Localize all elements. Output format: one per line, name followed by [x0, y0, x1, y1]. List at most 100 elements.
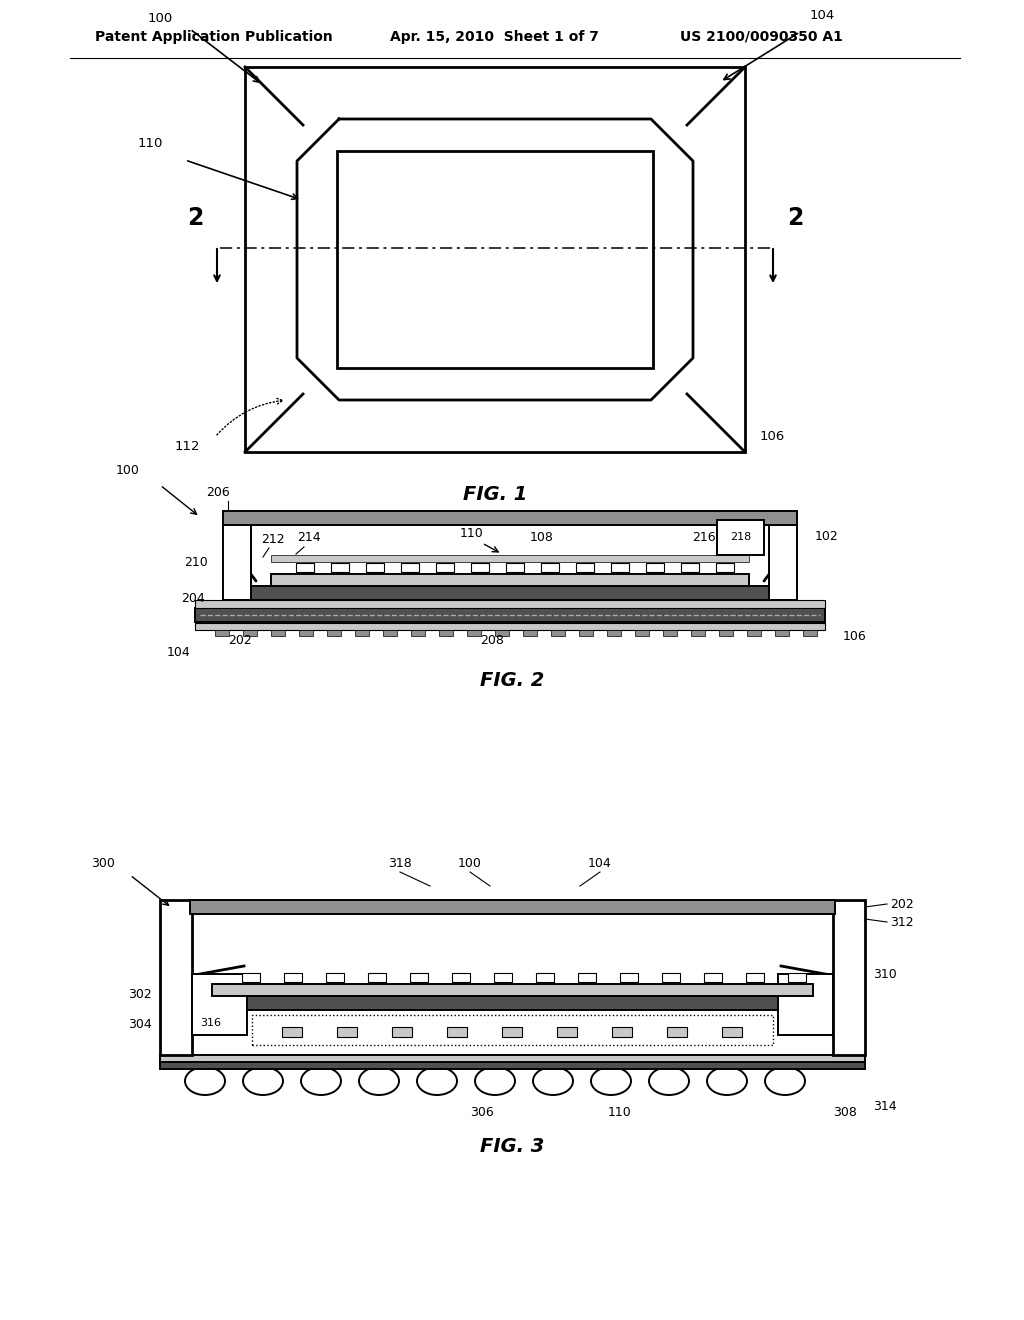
- Bar: [251, 586, 769, 601]
- Bar: [160, 900, 193, 1055]
- Bar: [523, 630, 537, 636]
- Bar: [190, 900, 835, 913]
- Bar: [541, 564, 559, 572]
- Text: 300: 300: [91, 857, 115, 870]
- Bar: [635, 630, 649, 636]
- Bar: [252, 1015, 773, 1045]
- Bar: [271, 574, 749, 586]
- Text: 314: 314: [873, 1101, 897, 1114]
- Bar: [366, 564, 384, 572]
- Text: 308: 308: [834, 1106, 857, 1119]
- Bar: [439, 630, 453, 636]
- Bar: [494, 973, 512, 982]
- Bar: [195, 601, 825, 609]
- Bar: [447, 1027, 467, 1038]
- Bar: [282, 1027, 302, 1038]
- Text: 310: 310: [873, 969, 897, 982]
- Bar: [436, 564, 454, 572]
- Text: FIG. 1: FIG. 1: [463, 484, 527, 503]
- Ellipse shape: [649, 1067, 689, 1096]
- Bar: [337, 1027, 357, 1038]
- Text: 306: 306: [470, 1106, 494, 1119]
- Bar: [719, 630, 733, 636]
- Text: 110: 110: [460, 527, 484, 540]
- Text: 110: 110: [137, 137, 163, 150]
- Bar: [368, 973, 386, 982]
- Bar: [611, 564, 629, 572]
- Ellipse shape: [417, 1067, 457, 1096]
- Text: 112: 112: [174, 441, 200, 454]
- Bar: [223, 511, 797, 525]
- Bar: [337, 150, 653, 368]
- Bar: [355, 630, 369, 636]
- Bar: [245, 67, 745, 451]
- Text: 318: 318: [388, 857, 412, 870]
- Bar: [578, 973, 596, 982]
- Text: 202: 202: [228, 634, 252, 647]
- Bar: [197, 997, 828, 1010]
- Text: 316: 316: [200, 1018, 221, 1028]
- Bar: [296, 564, 314, 572]
- Text: 212: 212: [261, 533, 285, 546]
- Bar: [788, 973, 806, 982]
- Bar: [502, 1027, 522, 1038]
- Bar: [383, 630, 397, 636]
- Ellipse shape: [707, 1067, 746, 1096]
- Bar: [411, 630, 425, 636]
- Text: FIG. 2: FIG. 2: [480, 671, 544, 689]
- Bar: [557, 1027, 577, 1038]
- Bar: [467, 630, 481, 636]
- Ellipse shape: [591, 1067, 631, 1096]
- Bar: [160, 1063, 865, 1069]
- Text: 110: 110: [608, 1106, 632, 1119]
- Bar: [195, 609, 825, 622]
- Text: US 2100/0090350 A1: US 2100/0090350 A1: [680, 30, 843, 44]
- Bar: [705, 973, 722, 982]
- Bar: [223, 525, 251, 601]
- Text: Patent Application Publication: Patent Application Publication: [95, 30, 333, 44]
- Text: 106: 106: [760, 430, 785, 444]
- Bar: [215, 630, 229, 636]
- Bar: [212, 983, 813, 997]
- Text: 100: 100: [458, 857, 482, 870]
- Text: 202: 202: [890, 898, 913, 911]
- Text: 206: 206: [206, 486, 229, 499]
- Text: 104: 104: [588, 857, 612, 870]
- Text: 104: 104: [166, 645, 190, 659]
- Text: 312: 312: [890, 916, 913, 928]
- Bar: [410, 973, 428, 982]
- Bar: [243, 630, 257, 636]
- Text: 208: 208: [480, 634, 504, 647]
- Bar: [769, 525, 797, 601]
- Bar: [746, 630, 761, 636]
- Bar: [803, 630, 817, 636]
- Bar: [536, 973, 554, 982]
- Bar: [662, 973, 680, 982]
- Bar: [746, 973, 764, 982]
- Bar: [691, 630, 705, 636]
- Ellipse shape: [185, 1067, 225, 1096]
- Bar: [579, 630, 593, 636]
- Bar: [160, 1055, 865, 1063]
- Bar: [575, 564, 594, 572]
- Bar: [551, 630, 565, 636]
- Text: 104: 104: [810, 9, 836, 22]
- Bar: [495, 630, 509, 636]
- Bar: [667, 1027, 687, 1038]
- Bar: [271, 630, 285, 636]
- Text: 214: 214: [297, 531, 321, 544]
- Text: Apr. 15, 2010  Sheet 1 of 7: Apr. 15, 2010 Sheet 1 of 7: [390, 30, 599, 44]
- Bar: [327, 630, 341, 636]
- Text: 108: 108: [424, 252, 453, 267]
- Bar: [299, 630, 313, 636]
- Bar: [195, 623, 825, 630]
- Text: 100: 100: [116, 465, 140, 477]
- Text: 106: 106: [843, 630, 866, 643]
- Text: 102: 102: [815, 531, 839, 544]
- Bar: [242, 973, 260, 982]
- Bar: [681, 564, 699, 572]
- Bar: [331, 564, 349, 572]
- Bar: [284, 973, 302, 982]
- Text: 102: 102: [544, 252, 572, 267]
- Text: 2: 2: [186, 206, 203, 230]
